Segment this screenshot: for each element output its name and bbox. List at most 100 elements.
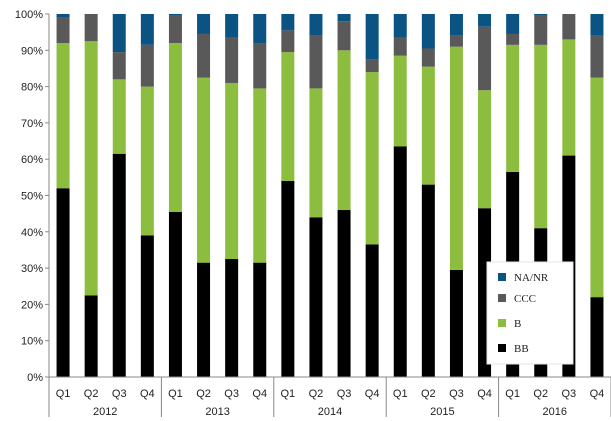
- bar-segment-bb: [84, 295, 98, 377]
- bar-segment-b: [56, 43, 70, 189]
- legend-swatch-ccc: [498, 294, 506, 302]
- y-tick-label: 80%: [21, 82, 43, 94]
- x-tick-label: Q2: [421, 388, 436, 400]
- bar-segment-na-nr: [365, 14, 379, 60]
- bar-segment-ccc: [225, 37, 239, 83]
- x-tick-label: Q4: [252, 388, 267, 400]
- legend-swatch-na-nr: [498, 273, 506, 281]
- bar-segment-ccc: [56, 17, 70, 44]
- legend-label: BB: [514, 343, 529, 355]
- bars-layer: [56, 14, 604, 377]
- x-tick-label: Q3: [562, 388, 577, 400]
- bar-segment-ccc: [365, 59, 379, 73]
- legend-swatch-b: [498, 319, 506, 327]
- bar-segment-bb: [393, 146, 407, 377]
- y-tick-label: 90%: [21, 45, 43, 57]
- x-tick-label: Q2: [309, 388, 324, 400]
- bar-segment-ccc: [281, 30, 295, 53]
- bar-segment-b: [253, 88, 267, 263]
- x-tick-label: Q1: [168, 388, 183, 400]
- axes-layer: 0% 10% 20% 30% 40% 50% 60% 70% 80% 90% 100% Q1 Q2 Q3 Q…: [15, 9, 611, 418]
- bar-segment-na-nr: [478, 14, 492, 27]
- x-tick-label: Q4: [477, 388, 492, 400]
- x-tick-label: Q1: [56, 388, 71, 400]
- bar-segment-b: [478, 90, 492, 209]
- bar-segment-ccc: [197, 33, 211, 78]
- x-group-label: 2014: [318, 406, 342, 418]
- bar-segment-na-nr: [253, 14, 267, 44]
- x-tick-label: Q1: [393, 388, 408, 400]
- bar-segment-ccc: [534, 15, 548, 45]
- bar-segment-ccc: [449, 35, 463, 47]
- bar-segment-bb: [168, 211, 182, 377]
- bar-segment-b: [84, 41, 98, 296]
- bar-segment-ccc: [253, 43, 267, 89]
- bar-segment-bb: [225, 259, 239, 377]
- bar-segment-bb: [197, 262, 211, 377]
- y-tick-label: 50%: [21, 191, 43, 203]
- x-tick-label: Q2: [84, 388, 99, 400]
- x-group-label: 2013: [205, 406, 229, 418]
- bar-segment-b: [225, 82, 239, 260]
- x-tick-label: Q2: [196, 388, 211, 400]
- y-tick-label: 100%: [15, 9, 43, 21]
- bar-segment-na-nr: [168, 14, 182, 16]
- y-tick-label: 30%: [21, 263, 43, 275]
- bar-segment-ccc: [506, 33, 520, 45]
- bar-segment-ccc: [140, 44, 154, 87]
- bar-segment-bb: [281, 180, 295, 377]
- bar-segment-ccc: [590, 35, 604, 78]
- y-tick-label: 10%: [21, 336, 43, 348]
- bar-segment-ccc: [84, 14, 98, 42]
- x-tick-label: Q3: [112, 388, 127, 400]
- bar-segment-na-nr: [225, 14, 239, 38]
- bar-segment-ccc: [393, 37, 407, 56]
- bar-segment-b: [337, 50, 351, 211]
- x-tick-label: Q4: [590, 388, 605, 400]
- bar-segment-na-nr: [337, 14, 351, 22]
- y-tick-label: 60%: [21, 154, 43, 166]
- bar-segment-na-nr: [393, 14, 407, 38]
- bar-segment-ccc: [478, 26, 492, 91]
- bar-segment-na-nr: [197, 14, 211, 34]
- bar-segment-na-nr: [56, 14, 70, 18]
- bar-segment-b: [168, 43, 182, 212]
- bar-segment-b: [281, 52, 295, 181]
- legend-label: NA/NR: [514, 272, 549, 284]
- bar-segment-bb: [309, 217, 323, 377]
- bar-segment-na-nr: [421, 14, 435, 49]
- bar-segment-na-nr: [140, 14, 154, 45]
- bar-segment-ccc: [562, 14, 576, 40]
- bar-segment-na-nr: [590, 14, 604, 36]
- bar-segment-ccc: [112, 52, 126, 80]
- bar-segment-bb: [590, 297, 604, 377]
- bar-segment-b: [562, 39, 576, 156]
- x-tick-label: Q3: [449, 388, 464, 400]
- y-tick-label: 40%: [21, 227, 43, 239]
- bar-segment-na-nr: [506, 14, 520, 34]
- bar-segment-b: [449, 46, 463, 270]
- x-tick-label: Q4: [365, 388, 380, 400]
- x-tick-label: Q3: [224, 388, 239, 400]
- bar-segment-ccc: [168, 15, 182, 44]
- y-tick-label: 70%: [21, 118, 43, 130]
- x-tick-label: Q3: [337, 388, 352, 400]
- legend-label: B: [514, 318, 521, 330]
- bar-segment-bb: [56, 188, 70, 377]
- bar-segment-b: [590, 77, 604, 298]
- bar-segment-b: [365, 72, 379, 245]
- bar-segment-na-nr: [309, 14, 323, 36]
- bar-segment-bb: [112, 153, 126, 377]
- bar-segment-bb: [337, 210, 351, 377]
- legend-label: CCC: [514, 293, 536, 305]
- bar-segment-ccc: [337, 21, 351, 51]
- bar-segment-b: [197, 77, 211, 263]
- bar-segment-b: [309, 88, 323, 218]
- y-tick-label: 0%: [27, 372, 43, 384]
- bar-segment-b: [506, 44, 520, 172]
- bar-segment-bb: [140, 235, 154, 377]
- x-group-label: 2015: [430, 406, 454, 418]
- bar-segment-na-nr: [449, 14, 463, 36]
